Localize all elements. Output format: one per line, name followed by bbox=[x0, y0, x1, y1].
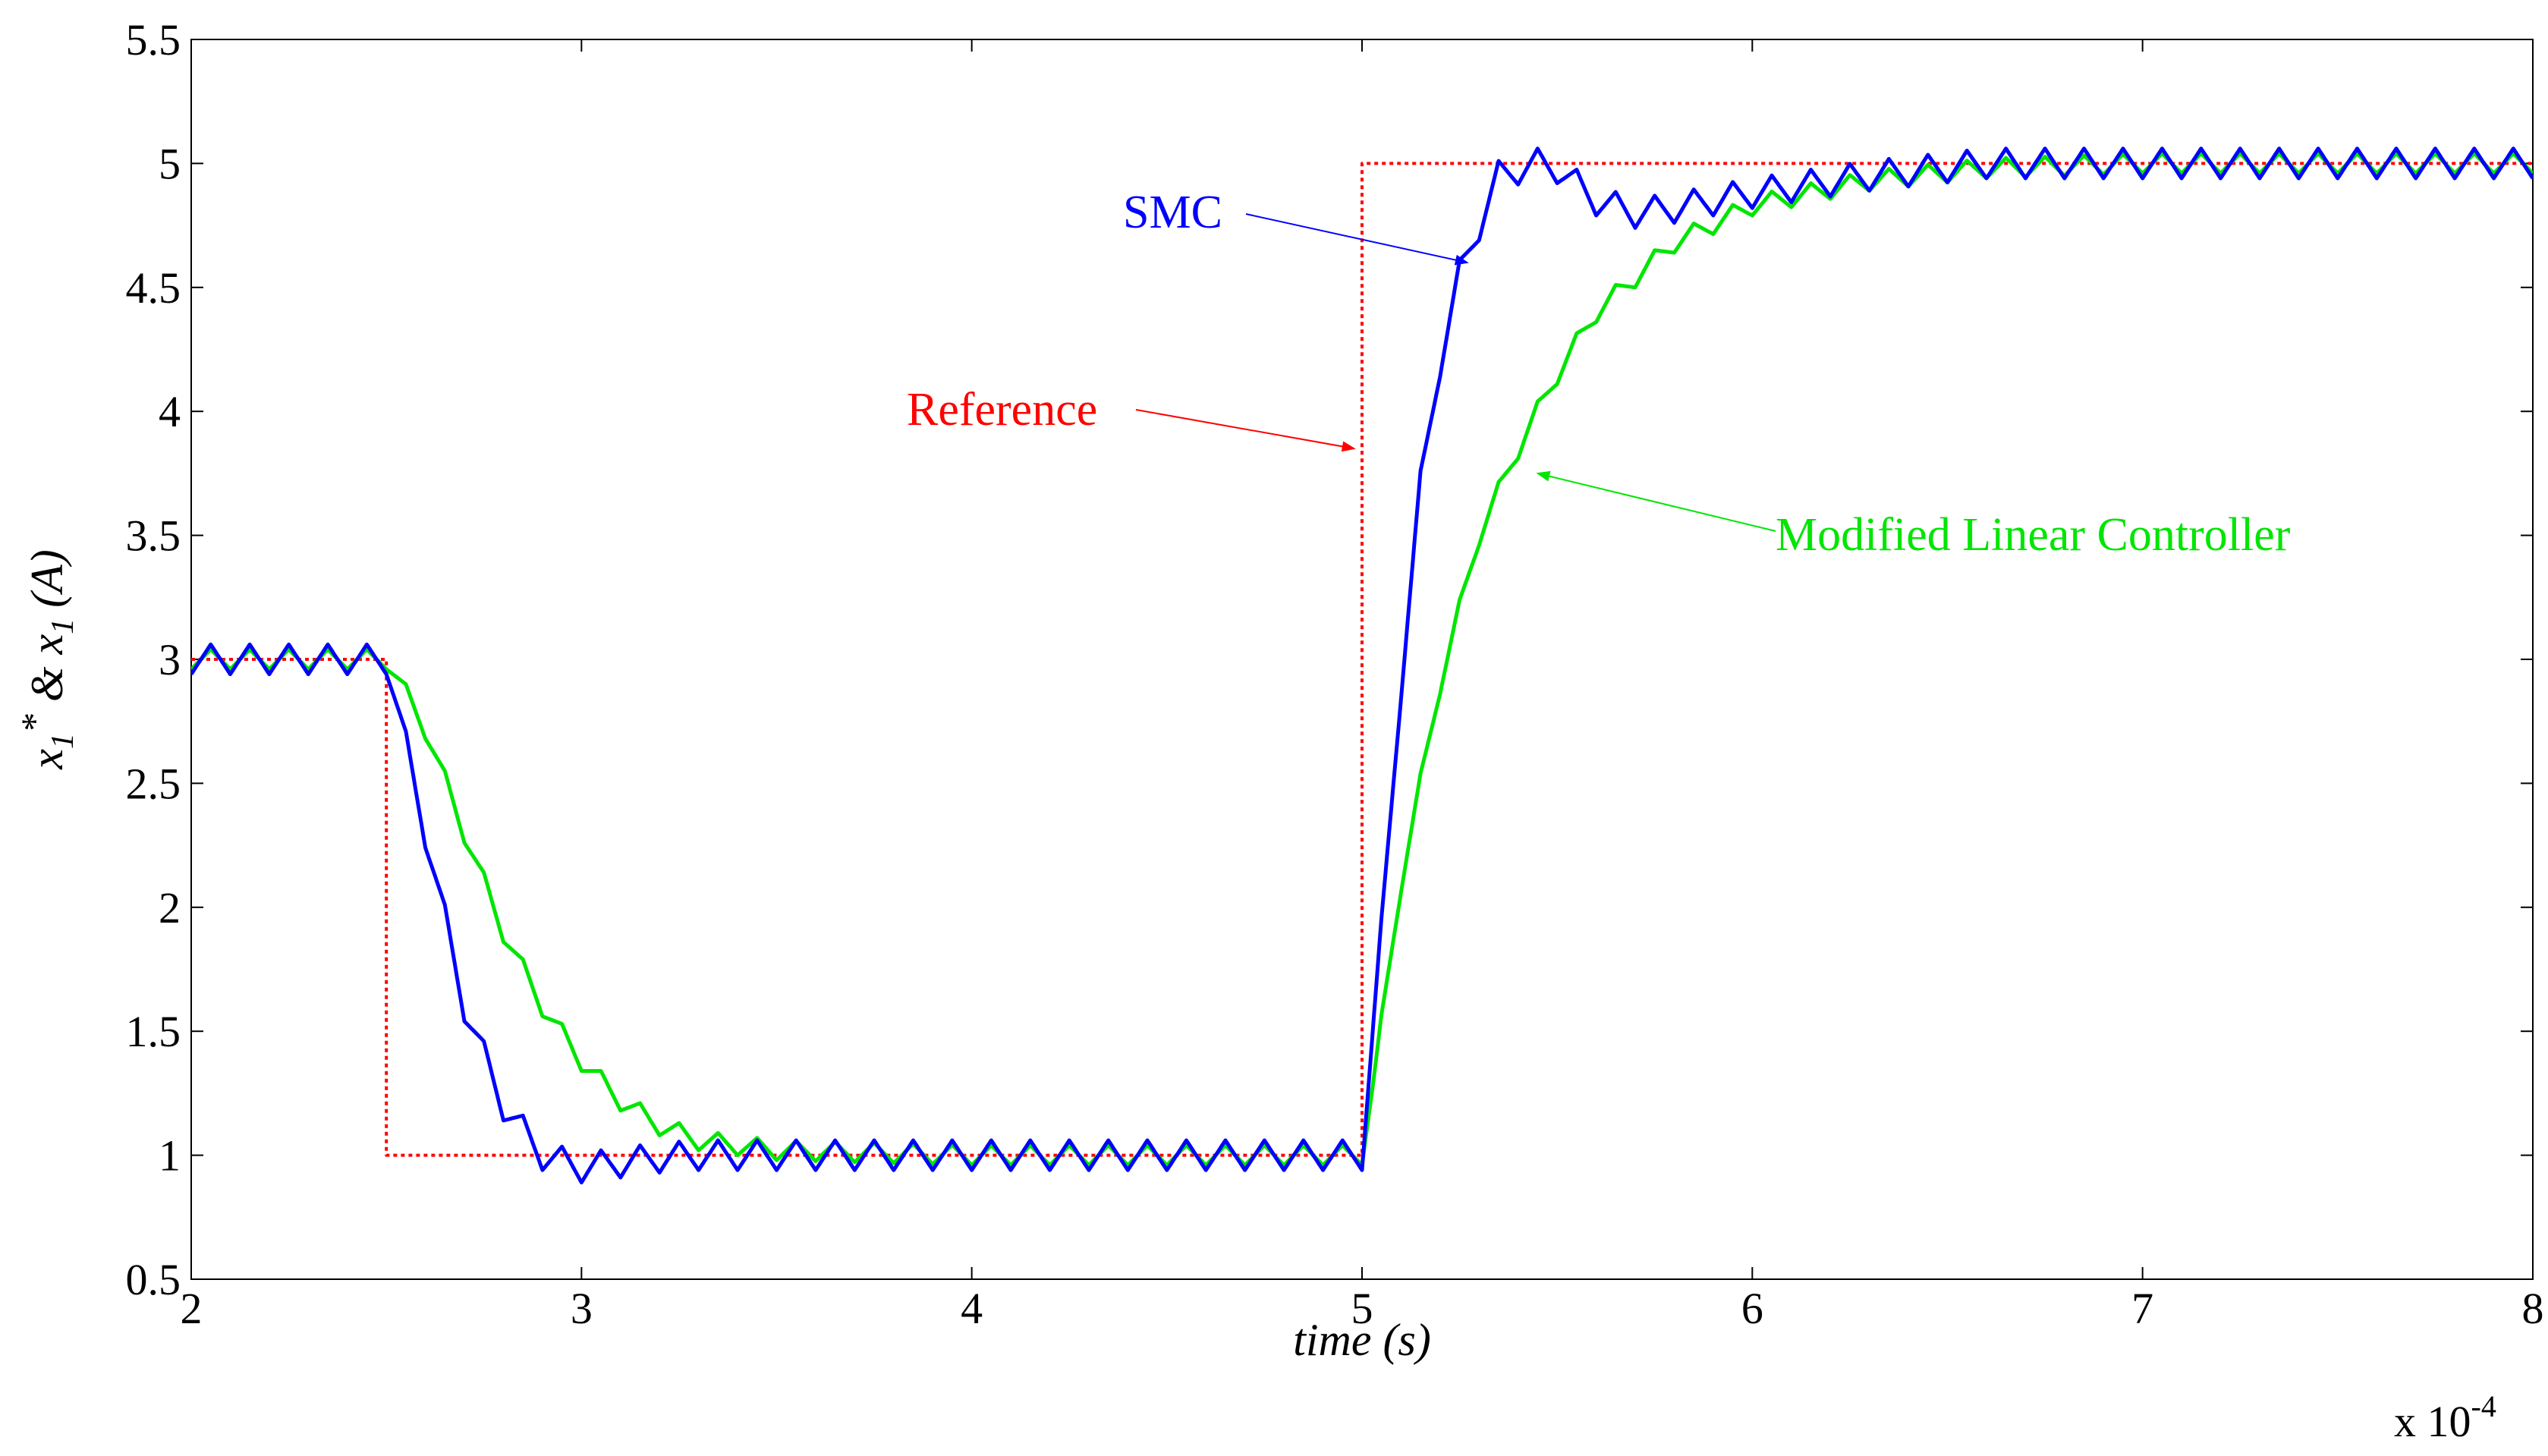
annotation-label-smc: SMC bbox=[1123, 187, 1222, 238]
x-tick-label: 7 bbox=[2131, 1284, 2153, 1333]
annotation-arrow-modified-linear-controller bbox=[1536, 470, 1776, 532]
annotation-arrow-reference bbox=[1135, 409, 1356, 452]
x-multiplier-exponent: -4 bbox=[2471, 1389, 2496, 1423]
annotation-label-reference: Reference bbox=[907, 384, 1097, 436]
annotation-layer: SMC Reference Modified Linear Controller bbox=[907, 187, 2291, 561]
y-tick-label: 3.5 bbox=[126, 511, 181, 561]
x-multiplier-base: x 10 bbox=[2394, 1397, 2471, 1446]
y-axis-label: x1*&x1(A) bbox=[13, 549, 80, 770]
x-tick-label: 6 bbox=[1741, 1284, 1763, 1333]
svg-text:x1*&x1(A): x1*&x1(A) bbox=[13, 549, 80, 770]
series-line-smc bbox=[191, 146, 2533, 1184]
y-label-x1: x bbox=[22, 749, 72, 770]
series-layer bbox=[191, 146, 2533, 1184]
axis-ticks bbox=[190, 39, 2534, 1280]
x-tick-label: 4 bbox=[961, 1284, 983, 1333]
y-label-sub1: 1 bbox=[46, 733, 80, 749]
y-label-sub2: 1 bbox=[46, 618, 80, 634]
series-line-reference bbox=[191, 162, 2533, 1157]
y-tick-labels: 0.5 1 1.5 2 2.5 3 3.5 4 4.5 5 5.5 bbox=[126, 15, 181, 1304]
x-tick-label: 2 bbox=[181, 1284, 203, 1333]
y-tick-label: 2.5 bbox=[126, 759, 181, 808]
y-label-amp: & bbox=[22, 666, 72, 702]
y-tick-label: 5 bbox=[159, 139, 181, 188]
x-tick-label: 5 bbox=[1351, 1284, 1373, 1333]
y-tick-label: 1.5 bbox=[126, 1007, 181, 1056]
x-tick-label: 3 bbox=[571, 1284, 593, 1333]
y-tick-label: 2 bbox=[159, 883, 181, 932]
y-label-x2: x bbox=[22, 634, 72, 655]
annotation-arrow-smc bbox=[1245, 213, 1469, 266]
y-tick-label: 4 bbox=[159, 387, 181, 436]
x-tick-label: 8 bbox=[2522, 1284, 2544, 1333]
y-tick-label: 3 bbox=[159, 635, 181, 684]
y-tick-label: 0.5 bbox=[126, 1255, 181, 1304]
y-label-unit: (A) bbox=[22, 549, 72, 608]
y-tick-label: 1 bbox=[159, 1131, 181, 1181]
annotation-label-modified-linear-controller: Modified Linear Controller bbox=[1776, 509, 2291, 561]
y-label-star: * bbox=[13, 714, 55, 733]
y-tick-label: 5.5 bbox=[126, 15, 181, 64]
y-tick-label: 4.5 bbox=[126, 263, 181, 313]
x-multiplier: x 10-4 bbox=[2394, 1389, 2496, 1446]
x-tick-labels: 2 3 4 5 6 7 8 bbox=[181, 1284, 2544, 1333]
x-axis-label: time (s) bbox=[1293, 1315, 1431, 1365]
